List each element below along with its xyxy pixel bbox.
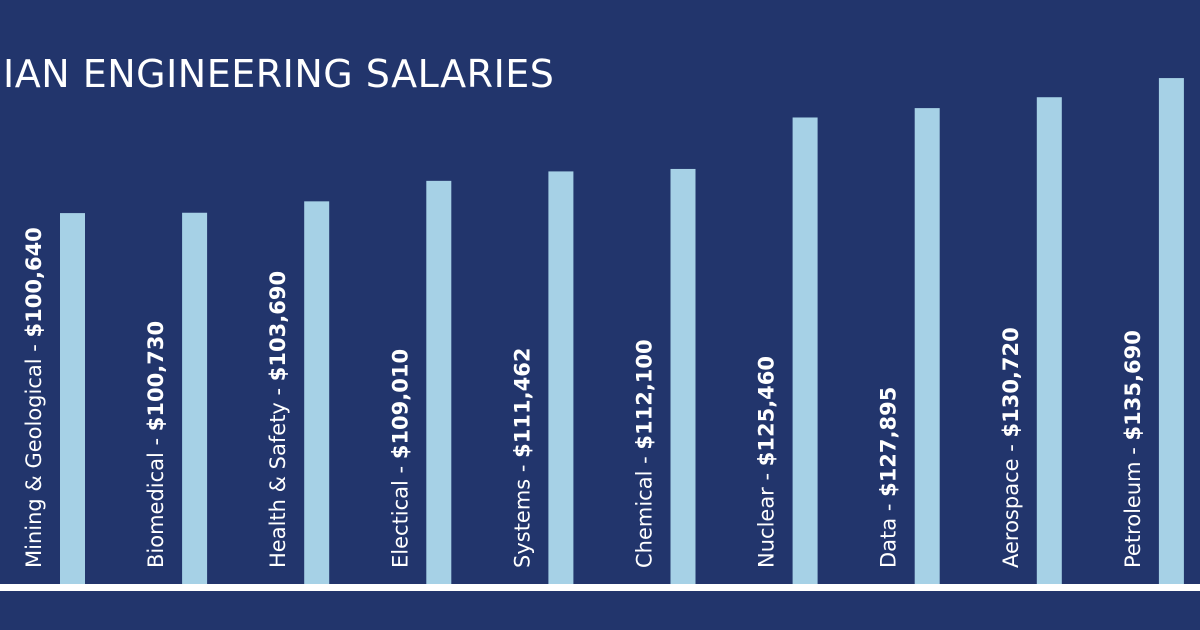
bar xyxy=(670,168,696,584)
value-label: $130,720 xyxy=(999,327,1023,437)
value-label: $103,690 xyxy=(266,271,290,381)
bar-label: Health & Safety - $103,690 xyxy=(266,271,290,568)
category-label: Data - xyxy=(877,497,901,568)
value-label: $111,462 xyxy=(510,348,534,458)
category-label: Chemical - xyxy=(633,450,657,568)
category-label: Biomedical - xyxy=(144,431,168,568)
category-label: Systems - xyxy=(510,458,534,568)
bar-label: Mining & Geological - $100,640 xyxy=(22,227,46,568)
category-label: Petroleum - xyxy=(1121,440,1145,568)
category-label: Nuclear - xyxy=(755,466,779,568)
bar xyxy=(304,201,330,584)
value-label: $112,100 xyxy=(633,339,657,449)
bar xyxy=(1158,78,1184,585)
bar xyxy=(60,213,85,584)
bar-label: Nuclear - $125,460 xyxy=(755,356,779,568)
bar xyxy=(914,108,940,584)
value-label: $100,640 xyxy=(22,227,46,337)
category-label: Electical - xyxy=(388,459,412,568)
bar-label: Biomedical - $100,730 xyxy=(144,321,168,568)
baseline xyxy=(0,584,1200,591)
value-label: $125,460 xyxy=(755,356,779,466)
category-label: Mining & Geological - xyxy=(22,337,46,568)
value-label: $127,895 xyxy=(877,387,901,497)
bar-label: Aerospace - $130,720 xyxy=(999,327,1023,568)
category-label: Aerospace - xyxy=(999,438,1023,568)
bar-label: Electical - $109,010 xyxy=(388,349,412,568)
value-label: $135,690 xyxy=(1121,330,1145,440)
value-label: $100,730 xyxy=(144,321,168,431)
category-label: Health & Safety - xyxy=(266,381,290,568)
chart-title: IAN ENGINEERING SALARIES xyxy=(3,52,555,96)
bar xyxy=(548,171,574,584)
bar-label: Systems - $111,462 xyxy=(510,348,534,568)
bar-label: Chemical - $112,100 xyxy=(633,339,657,568)
bar xyxy=(426,180,452,585)
bar xyxy=(1036,97,1062,584)
bar-label: Data - $127,895 xyxy=(877,387,901,568)
bar-label: Petroleum - $135,690 xyxy=(1121,330,1145,568)
bar xyxy=(792,117,818,584)
value-label: $109,010 xyxy=(388,349,412,459)
bar xyxy=(182,212,208,584)
